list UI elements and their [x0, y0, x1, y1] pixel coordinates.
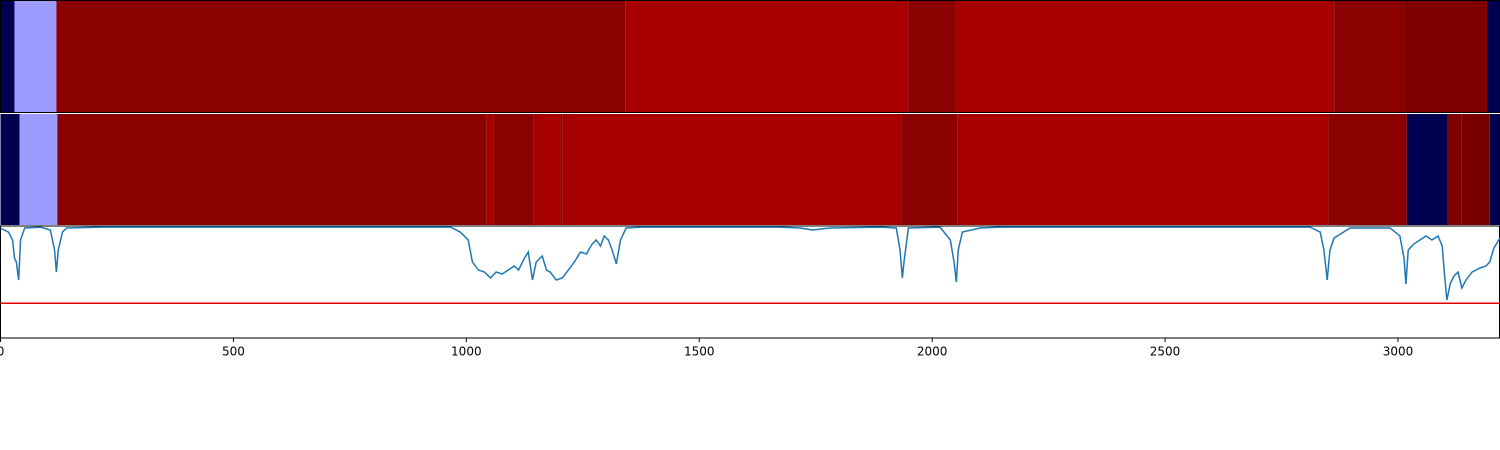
strip-segment [562, 114, 902, 225]
x-tick-label: 0 [0, 345, 4, 359]
strip-segment [533, 114, 561, 225]
strip-segment [0, 114, 20, 225]
strip-segment [560, 114, 563, 225]
strip-segment [957, 114, 1329, 225]
strip-segment [1404, 1, 1487, 112]
strip-segment [955, 1, 1335, 112]
strip-segment [1447, 114, 1462, 225]
x-tick-label: 2000 [917, 345, 948, 359]
strip-segment [0, 1, 15, 112]
strip-segment [56, 1, 626, 112]
strip-segment [625, 1, 909, 112]
x-tick-label: 3000 [1383, 345, 1414, 359]
strip-frame [0, 0, 1500, 113]
strip-segment [901, 114, 958, 225]
x-tick-label: 500 [222, 345, 245, 359]
strip-segment [486, 114, 494, 225]
strip-segment [57, 114, 487, 225]
strip-segment [908, 1, 956, 112]
strip-segment [1489, 114, 1500, 225]
strip-segment [1328, 114, 1407, 225]
strip-segment [1334, 1, 1405, 112]
x-tick-label: 1500 [684, 345, 715, 359]
x-tick-label: 2500 [1150, 345, 1181, 359]
strip-segment [14, 1, 57, 112]
strip-segment [1461, 114, 1490, 225]
strip-segment [1406, 114, 1448, 225]
strip-segment [493, 114, 534, 225]
x-tick-label: 1000 [451, 345, 482, 359]
data-line [0, 226, 1500, 301]
strip-segment [1486, 1, 1500, 112]
plot-frame [0, 225, 1500, 339]
strip-segment [19, 114, 58, 225]
